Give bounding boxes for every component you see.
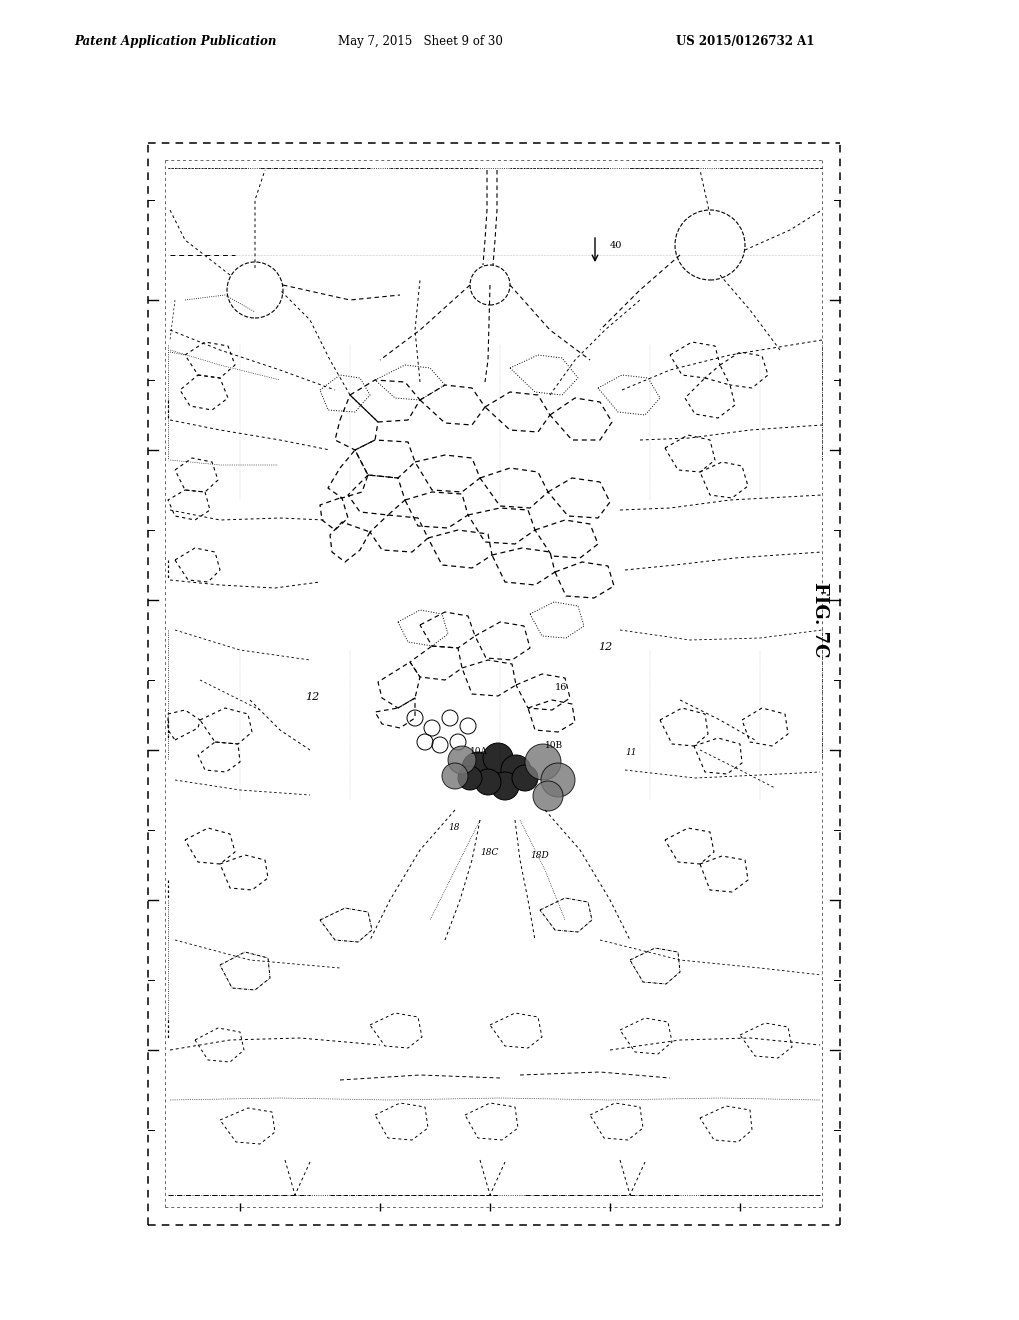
Text: 16: 16 bbox=[554, 682, 567, 692]
Circle shape bbox=[525, 744, 560, 780]
Circle shape bbox=[458, 766, 482, 789]
Text: 18: 18 bbox=[447, 822, 459, 832]
Circle shape bbox=[512, 766, 537, 791]
Circle shape bbox=[441, 763, 468, 789]
Text: 11: 11 bbox=[625, 748, 636, 756]
Circle shape bbox=[490, 772, 519, 800]
Circle shape bbox=[540, 763, 575, 797]
Text: 12: 12 bbox=[305, 692, 319, 702]
Text: FIG. 7C: FIG. 7C bbox=[810, 582, 828, 657]
Text: 18D: 18D bbox=[530, 851, 548, 861]
Text: 10A: 10A bbox=[470, 747, 487, 756]
Text: 12: 12 bbox=[597, 642, 611, 652]
Text: 40: 40 bbox=[609, 242, 622, 249]
Circle shape bbox=[447, 746, 476, 774]
Circle shape bbox=[533, 781, 562, 810]
Text: May 7, 2015   Sheet 9 of 30: May 7, 2015 Sheet 9 of 30 bbox=[337, 36, 502, 48]
Text: US 2015/0126732 A1: US 2015/0126732 A1 bbox=[676, 36, 813, 48]
Circle shape bbox=[462, 752, 493, 784]
Text: 10B: 10B bbox=[544, 741, 562, 750]
Circle shape bbox=[500, 755, 531, 785]
Circle shape bbox=[483, 743, 513, 774]
Circle shape bbox=[475, 770, 500, 795]
Text: 18C: 18C bbox=[480, 847, 498, 857]
Text: Patent Application Publication: Patent Application Publication bbox=[73, 36, 276, 48]
